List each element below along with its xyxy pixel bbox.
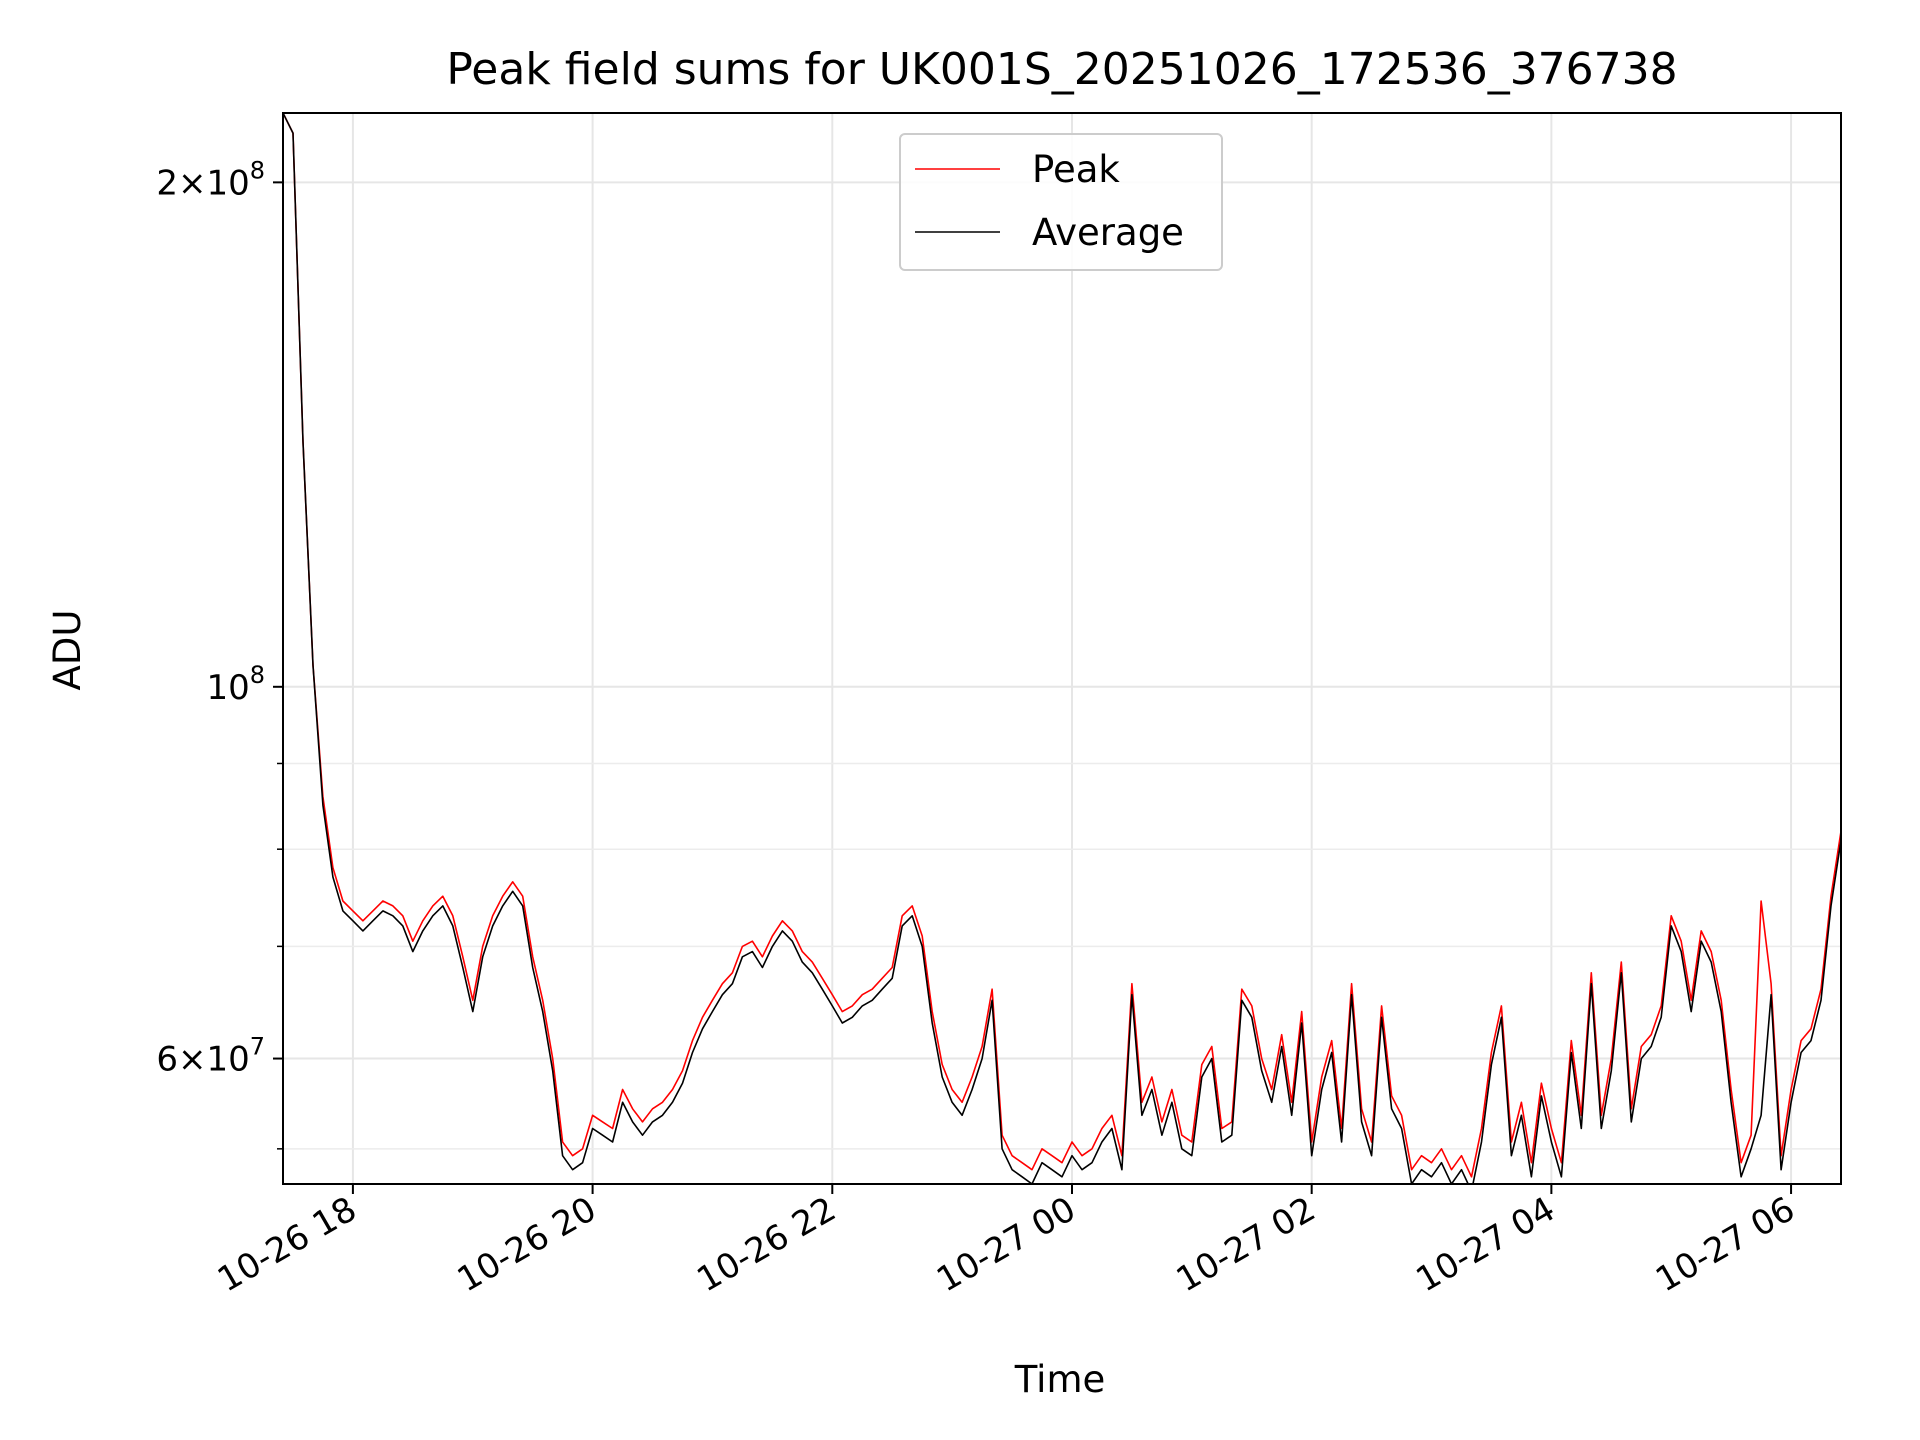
legend: Peak Average [899, 133, 1223, 271]
legend-label-peak: Peak [1032, 148, 1120, 191]
legend-box [899, 133, 1223, 271]
series-line-peak [283, 113, 1841, 1178]
data-series [283, 113, 1841, 1184]
y-tick-label: 108 [206, 661, 265, 708]
plot-area-frame [282, 112, 1842, 1185]
series-line-average [283, 113, 1841, 1184]
chart-title: Peak field sums for UK001S_20251026_1725… [446, 44, 1677, 95]
x-axis-label: Time [1014, 1358, 1106, 1401]
y-axis-label: ADU [46, 610, 89, 691]
y-tick-label: 6×107 [156, 1033, 265, 1080]
y-axis-ticks: 6×107 108 2×108 [156, 156, 283, 1150]
legend-label-average: Average [1032, 211, 1184, 254]
y-tick-label: 2×108 [156, 156, 265, 203]
